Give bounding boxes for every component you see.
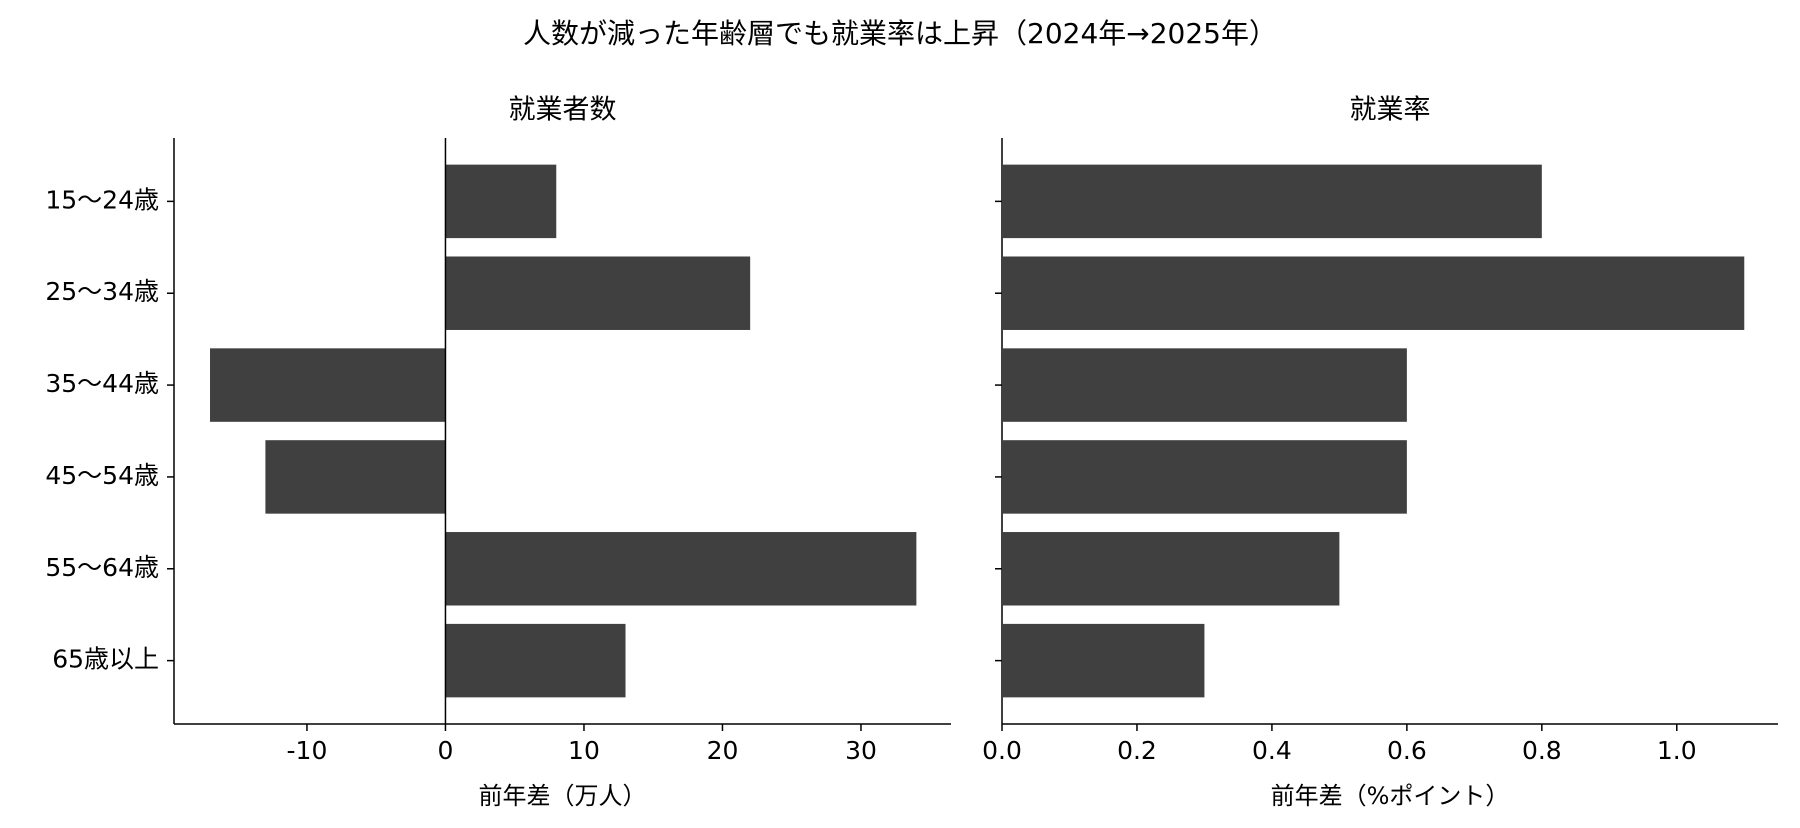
x-tick-label: 30 bbox=[845, 736, 877, 765]
bar bbox=[445, 256, 751, 330]
subplot-title: 就業者数 bbox=[509, 95, 617, 126]
y-tick-label: 35〜44歳 bbox=[45, 369, 159, 398]
y-tick-label: 45〜54歳 bbox=[45, 461, 159, 490]
bar bbox=[1002, 164, 1542, 239]
x-tick-label: 0.4 bbox=[1252, 736, 1292, 765]
x-tick-label: 0.0 bbox=[982, 736, 1022, 765]
x-tick-label: 1.0 bbox=[1657, 736, 1697, 765]
bar bbox=[1002, 256, 1745, 330]
x-tick-label: 10 bbox=[568, 736, 600, 765]
subplot-title: 就業率 bbox=[1350, 95, 1431, 126]
x-tick-label: 0.2 bbox=[1117, 736, 1157, 765]
bar bbox=[445, 532, 917, 606]
y-tick-label: 65歳以上 bbox=[52, 645, 159, 674]
bar bbox=[1002, 348, 1407, 422]
bar bbox=[1002, 623, 1205, 698]
x-tick-label: 0.6 bbox=[1387, 736, 1427, 765]
x-tick-label: 0.8 bbox=[1522, 736, 1562, 765]
x-tick-label: -10 bbox=[287, 736, 328, 765]
bar bbox=[1002, 532, 1340, 606]
bar bbox=[445, 164, 557, 239]
x-axis-label: 前年差（%ポイント） bbox=[1271, 782, 1510, 810]
x-tick-label: 0 bbox=[438, 736, 454, 765]
bar bbox=[210, 348, 446, 422]
bar bbox=[445, 623, 626, 698]
y-tick-label: 25〜34歳 bbox=[45, 277, 159, 306]
x-tick-label: 20 bbox=[707, 736, 739, 765]
bar bbox=[265, 440, 446, 514]
figure-title: 人数が減った年齢層でも就業率は上昇（2024年→2025年） bbox=[523, 17, 1277, 50]
bar bbox=[1002, 440, 1407, 514]
x-axis-label: 前年差（万人） bbox=[479, 782, 647, 810]
y-tick-label: 15〜24歳 bbox=[45, 185, 159, 214]
y-tick-label: 55〜64歳 bbox=[45, 553, 159, 582]
